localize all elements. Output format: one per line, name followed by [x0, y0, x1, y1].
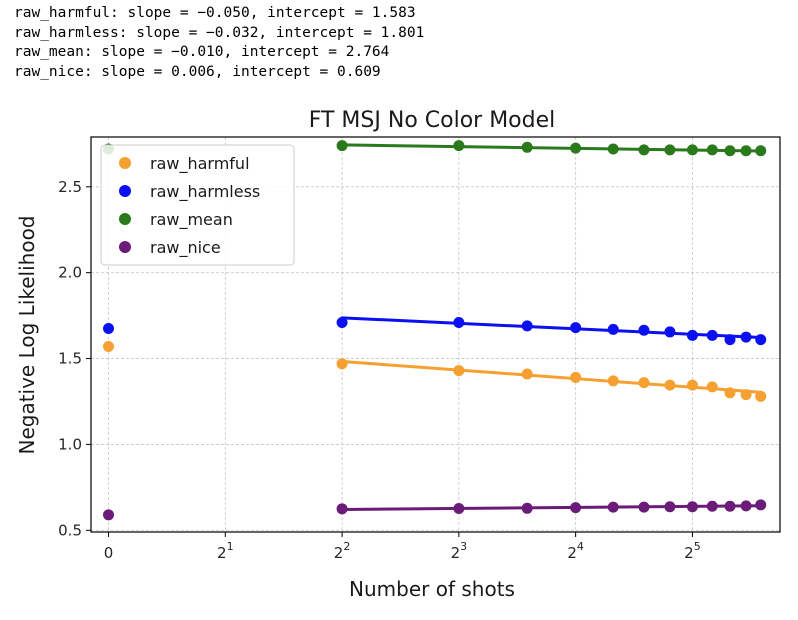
raw_nice-point [686, 501, 698, 513]
raw_harmless-legend-marker [119, 185, 131, 197]
raw_mean-point [607, 143, 619, 155]
raw_harmful-point [664, 379, 676, 391]
console-line-harmless: raw_harmless: slope = −0.032, intercept … [14, 24, 425, 41]
raw_harmless-point [638, 324, 650, 336]
x-tick-label: 21 [217, 540, 234, 562]
chart-title: FT MSJ No Color Model [309, 108, 556, 133]
y-tick-label: 1.0 [58, 435, 82, 453]
legend-box [100, 144, 295, 266]
raw_nice-point [570, 502, 582, 514]
raw_mean-point [706, 144, 718, 156]
raw_mean-legend-label: raw_mean [150, 210, 233, 230]
raw_mean-point [755, 145, 767, 157]
raw_mean-point [638, 144, 650, 156]
console-line-nice: raw_nice: slope = 0.006, intercept = 0.6… [14, 63, 381, 80]
raw_nice-legend-marker [119, 241, 131, 253]
raw_nice-point [521, 502, 533, 514]
raw_nice-point [453, 502, 465, 514]
raw_mean-point [336, 140, 348, 152]
raw_harmful-point [336, 358, 348, 370]
raw_harmless-point [521, 320, 533, 332]
y-axis-label: Negative Log Likelihood [15, 215, 39, 454]
raw_mean-point [453, 140, 465, 152]
raw_nice-point [664, 501, 676, 513]
raw_nice-point [336, 503, 348, 515]
raw_harmless-point [706, 329, 718, 341]
raw_mean-point [724, 145, 736, 157]
raw_nice-point [755, 499, 767, 511]
raw_harmless-point [570, 322, 582, 334]
raw_harmful-point [686, 379, 698, 391]
raw_mean-point [740, 145, 752, 157]
raw_nice-point [103, 509, 115, 521]
raw_harmless-point [453, 316, 465, 328]
raw_harmless-point [686, 329, 698, 341]
raw_harmful-fit-line [340, 359, 763, 394]
raw_mean-fit-line [340, 143, 763, 153]
raw_nice-point [740, 500, 752, 512]
x-tick-label: 25 [684, 540, 701, 562]
raw_harmless-point [755, 334, 767, 346]
raw_harmless-point [103, 322, 115, 334]
raw_harmful-legend-marker [119, 157, 131, 169]
y-tick-label: 2.5 [58, 178, 82, 196]
raw_nice-point [638, 501, 650, 513]
raw_mean-legend-marker [119, 213, 131, 225]
y-tick-label: 1.5 [58, 350, 82, 368]
raw_harmless-point [664, 326, 676, 338]
x-axis-ticks: 0 21 22 23 24 25 [104, 532, 701, 562]
raw_mean-point [686, 144, 698, 156]
raw_harmful-point [755, 390, 767, 402]
raw_harmless-point [724, 334, 736, 346]
raw_harmful-point [521, 368, 533, 380]
y-tick-label: 0.5 [58, 521, 82, 539]
raw_harmful-point [453, 365, 465, 377]
raw_harmless-legend-label: raw_harmless [150, 182, 260, 202]
raw_mean-point [521, 141, 533, 153]
raw_harmless-fit-line [340, 316, 763, 340]
raw_harmful-point [740, 389, 752, 401]
raw_nice-fit-line [340, 504, 763, 512]
raw_harmful-point [570, 371, 582, 383]
legend: raw_harmful raw_harmless raw_mean raw_nice [100, 144, 295, 266]
raw_mean-point [664, 144, 676, 156]
plot-frame [90, 136, 781, 533]
raw_nice-legend-label: raw_nice [150, 238, 221, 258]
console-line-harmful: raw_harmful: slope = −0.050, intercept =… [14, 5, 416, 21]
console-output: raw_harmful: slope = −0.050, intercept =… [14, 4, 424, 82]
raw_harmful-point [638, 377, 650, 389]
raw_harmful-point [706, 381, 718, 393]
fit-lines [340, 143, 763, 512]
x-tick-label: 22 [334, 540, 351, 562]
raw_nice-point [607, 501, 619, 513]
x-tick-label: 23 [451, 540, 468, 562]
raw_harmful-legend-label: raw_harmful [150, 154, 250, 174]
console-line-mean: raw_mean: slope = −0.010, intercept = 2.… [14, 44, 390, 60]
raw_nice-point [724, 500, 736, 512]
y-tick-label: 2.0 [58, 264, 82, 282]
raw_mean-point [570, 142, 582, 154]
raw_harmful-point [607, 375, 619, 387]
raw_harmful-point [724, 387, 736, 399]
raw_harmless-point [336, 316, 348, 328]
y-axis-ticks: 0.5 1.0 1.5 2.0 2.5 [58, 178, 91, 539]
x-tick-label: 0 [104, 544, 114, 562]
x-tick-label: 24 [567, 540, 584, 562]
x-axis-label: Number of shots [349, 577, 515, 601]
raw_harmless-point [740, 331, 752, 343]
raw_nice-point [706, 500, 718, 512]
raw_harmless-point [607, 323, 619, 335]
raw_harmful-point [103, 341, 115, 353]
